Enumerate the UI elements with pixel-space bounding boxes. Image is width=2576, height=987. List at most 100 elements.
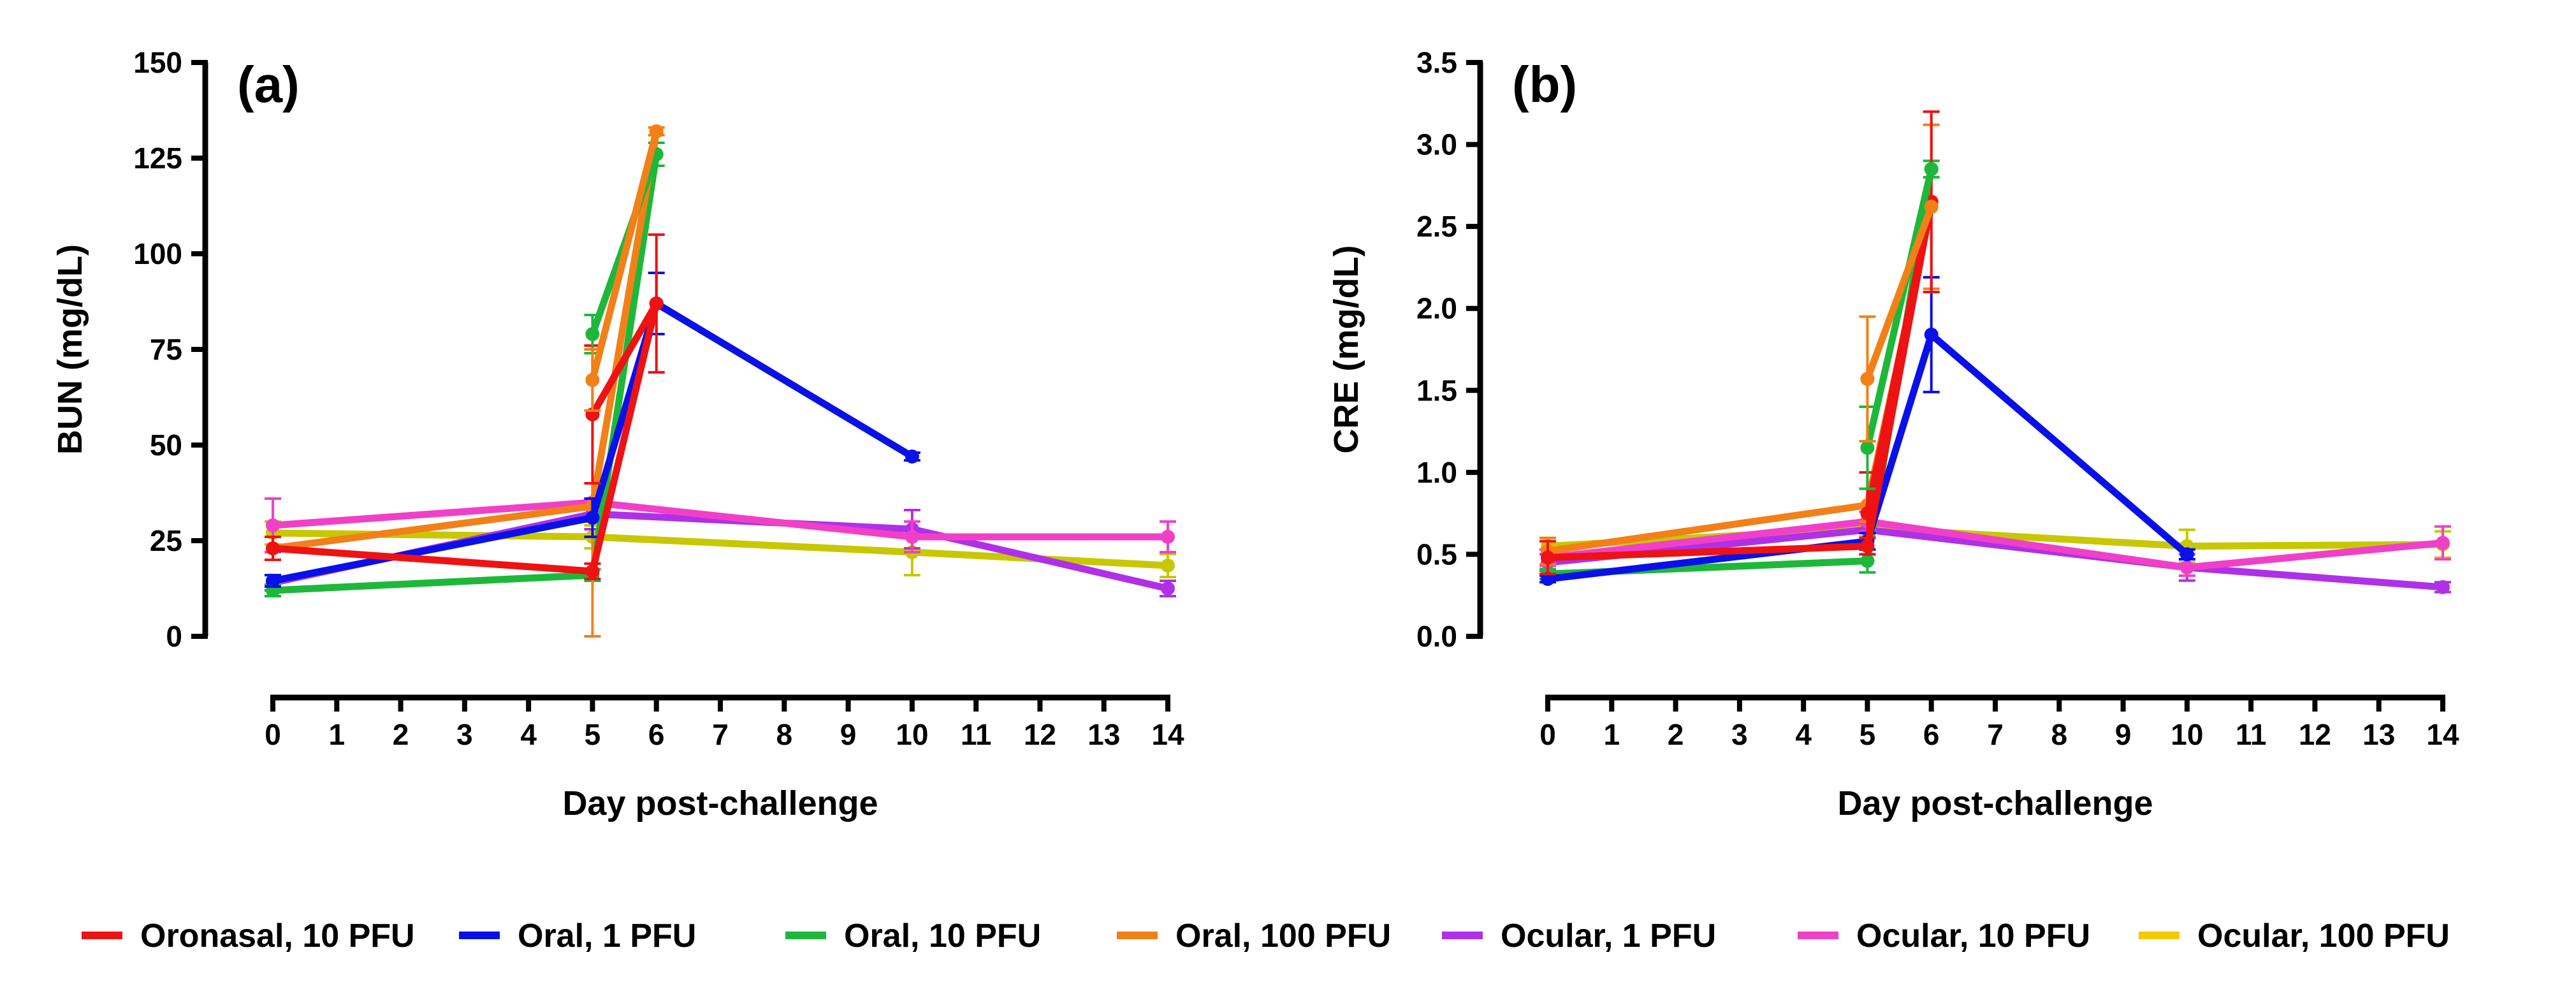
legend-item: Oronasal, 10 PFU: [82, 918, 415, 954]
x-tick-label: 5: [1859, 718, 1876, 751]
legend-label: Ocular, 1 PFU: [1501, 918, 1716, 954]
series-line: [1863, 203, 1935, 383]
legend-item: Ocular, 10 PFU: [1798, 918, 2090, 954]
data-point: [1924, 200, 1939, 214]
data-point: [2179, 560, 2194, 574]
x-tick-label: 1: [328, 718, 345, 751]
y-tick-label: 100: [133, 237, 182, 270]
panel-b: 0.00.51.01.52.02.53.03.50 1 2 3 4 5 6 7 8 9 10 11 12…: [1327, 46, 2459, 822]
x-tick-label: 4: [1795, 718, 1812, 751]
x-tick-label: 7: [1987, 718, 2004, 751]
y-tick-label: 2.0: [1416, 292, 1457, 325]
data-point: [1924, 162, 1939, 177]
x-tick-label: 3: [1731, 718, 1748, 751]
data-point: [266, 518, 280, 532]
series-oral-100-pfu-branch-: [584, 124, 664, 412]
y-tick-label: 3.0: [1416, 128, 1457, 161]
series-line: [269, 499, 1172, 541]
data-point: [1924, 327, 1939, 342]
x-tick-label: 1: [1603, 718, 1620, 751]
x-tick-label: 14: [1151, 718, 1184, 751]
x-tick-label: 0: [1539, 718, 1556, 751]
x-axis-title: Day post-challenge: [1837, 784, 2153, 822]
data-point: [585, 373, 600, 387]
series-oronasal-10-pfu: [265, 233, 665, 580]
x-tick-label: 5: [585, 718, 601, 751]
x-tick-label: 9: [840, 718, 857, 751]
data-point: [585, 327, 600, 341]
panel-label: (a): [237, 56, 300, 113]
data-point: [1541, 572, 1555, 586]
legend-item: Oral, 100 PFU: [1117, 918, 1391, 954]
data-point: [649, 124, 664, 138]
y-tick-label: 125: [133, 142, 182, 175]
x-tick-label: 4: [520, 718, 537, 751]
data-point: [1860, 506, 1875, 521]
y-tick-label: 50: [150, 428, 182, 462]
x-tick-label: 12: [2299, 718, 2331, 751]
y-tick-label: 25: [150, 524, 182, 557]
data-point: [1860, 441, 1875, 455]
data-point: [905, 450, 919, 464]
panel-label: (b): [1512, 56, 1577, 113]
series-line: [1863, 198, 1935, 517]
series-line: [1544, 518, 2447, 571]
x-tick-label: 6: [648, 718, 665, 751]
legend: Oronasal, 10 PFU Oral, 1 PFU Oral, 10 PFU O…: [82, 918, 2450, 954]
data-point: [585, 564, 600, 578]
data-point: [1161, 581, 1175, 596]
y-tick-label: 1.5: [1416, 374, 1457, 407]
data-point: [905, 530, 919, 544]
x-tick-label: 12: [1024, 718, 1056, 751]
legend-item: Ocular, 100 PFU: [2139, 918, 2450, 954]
x-axis-title: Day post-challenge: [562, 784, 878, 822]
data-point: [266, 574, 280, 588]
y-tick-label: 2.5: [1416, 210, 1457, 243]
y-tick-label: 0.5: [1416, 537, 1457, 571]
data-point: [266, 541, 280, 555]
x-tick-label: 6: [1923, 718, 1940, 751]
data-point: [2436, 536, 2450, 550]
series-line: [1544, 526, 2447, 591]
series-line: [1863, 165, 1935, 451]
y-tick-label: 0: [166, 620, 182, 653]
data-point: [2436, 580, 2450, 594]
legend-label: Oral, 100 PFU: [1175, 918, 1391, 954]
data-point: [585, 511, 600, 525]
legend-label: Oronasal, 10 PFU: [140, 918, 415, 954]
legend-item: Oral, 10 PFU: [785, 918, 1041, 954]
x-tick-label: 2: [393, 718, 409, 751]
x-tick-label: 14: [2426, 718, 2459, 751]
data-point: [1860, 553, 1875, 568]
y-axis-title: CRE (mg/dL): [1327, 245, 1365, 454]
legend-label: Oral, 10 PFU: [844, 918, 1041, 954]
data-point: [1541, 550, 1555, 565]
data-point: [1161, 559, 1175, 573]
legend-item: Oral, 1 PFU: [459, 918, 696, 954]
series-line: [1544, 331, 2191, 583]
data-point: [1161, 530, 1175, 544]
legend-item: Ocular, 1 PFU: [1442, 918, 1716, 954]
x-tick-label: 3: [456, 718, 473, 751]
data-point: [1860, 372, 1875, 386]
series-oral-100-pfu-branch-: [1859, 200, 1939, 442]
y-tick-label: 0.0: [1416, 620, 1457, 653]
x-tick-label: 10: [896, 718, 928, 751]
legend-label: Oral, 1 PFU: [518, 918, 696, 954]
x-tick-label: 8: [2051, 718, 2067, 751]
x-tick-label: 2: [1668, 718, 1684, 751]
series-line: [588, 300, 660, 418]
x-tick-label: 7: [712, 718, 729, 751]
x-tick-label: 0: [265, 718, 281, 751]
legend-label: Ocular, 10 PFU: [1856, 918, 2090, 954]
y-tick-label: 75: [150, 333, 182, 366]
series-oral-10-pfu: [1539, 159, 1940, 581]
series-line: [269, 300, 916, 585]
legend-label: Ocular, 100 PFU: [2197, 918, 2450, 954]
y-tick-label: 150: [133, 46, 182, 79]
x-tick-label: 11: [2236, 718, 2267, 751]
y-axis-title: BUN (mg/dL): [51, 244, 89, 455]
y-tick-label: 1.0: [1416, 456, 1457, 489]
